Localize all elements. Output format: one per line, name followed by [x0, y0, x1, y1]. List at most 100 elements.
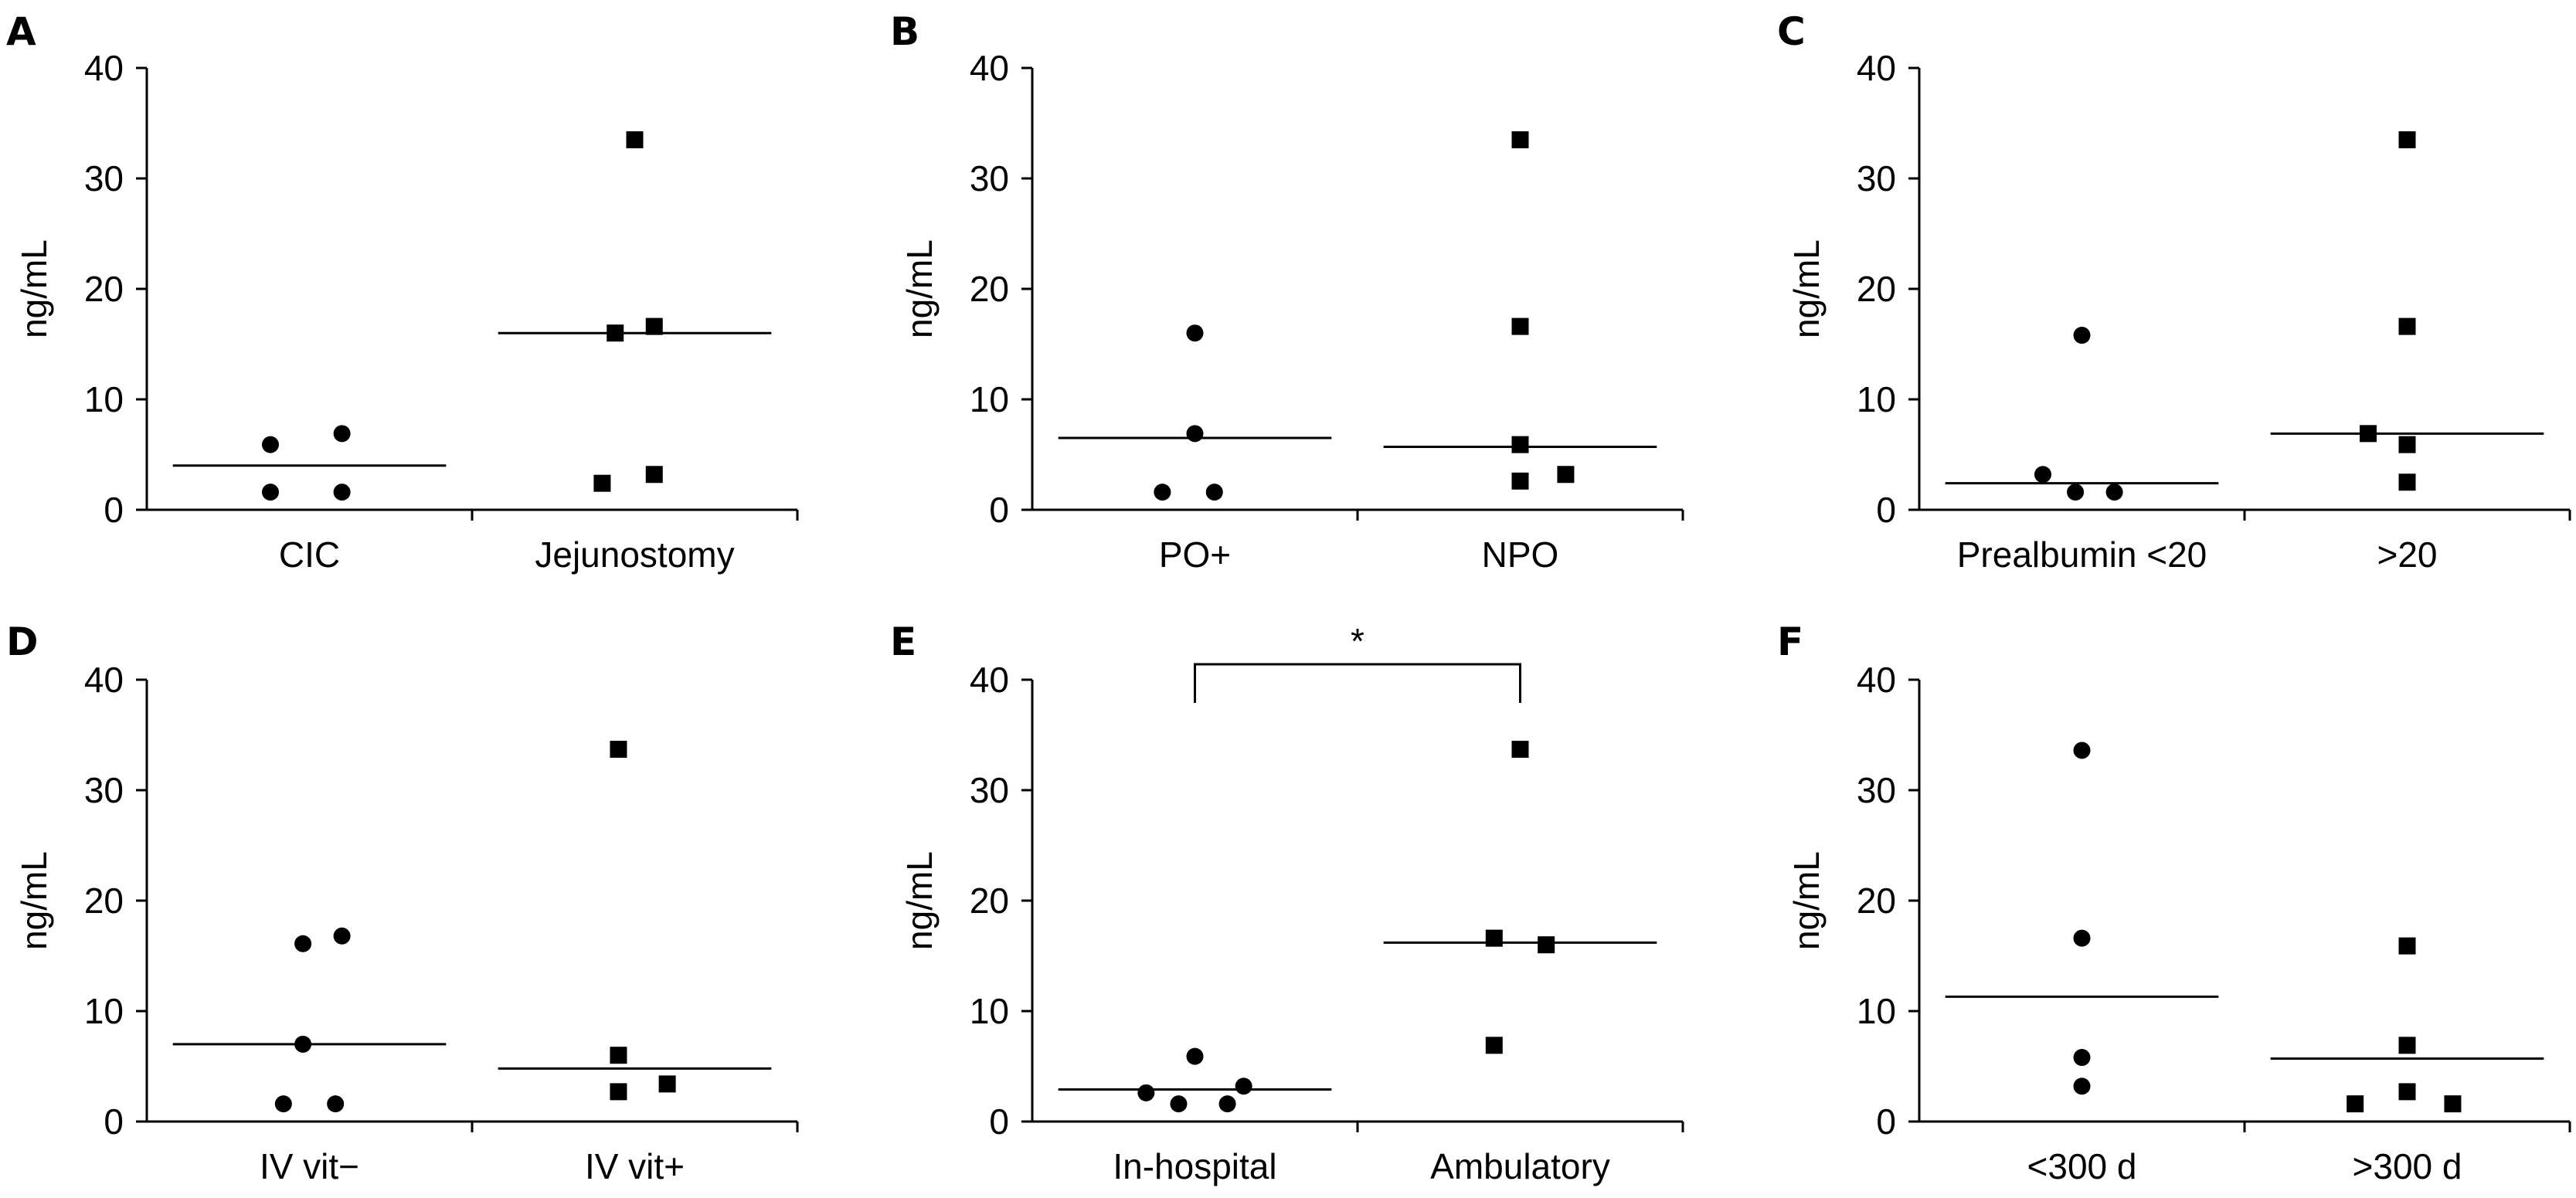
- data-point-square: [593, 474, 611, 492]
- data-point-circle: [1205, 484, 1223, 501]
- panel-d: D 0 10 20 30 40 IV vit− IV vit+ ng/mL: [6, 619, 799, 1186]
- y-tick-label: 10: [84, 991, 124, 1031]
- data-point-square: [2398, 473, 2416, 491]
- y-tick-label: 0: [989, 1101, 1009, 1142]
- data-point-circle: [2067, 484, 2085, 501]
- data-point-square: [2398, 1083, 2416, 1101]
- data-point-square: [1511, 472, 1529, 490]
- panel-a: A 0 10 20 30 40 CIC Jejunostomy ng/mL: [6, 9, 799, 575]
- y-tick-label: 30: [84, 770, 124, 810]
- series-poplus: [1058, 324, 1332, 501]
- category-label-npo: NPO: [1482, 535, 1559, 575]
- y-tick-label: 30: [1857, 770, 1896, 810]
- significance-marker: *: [1351, 621, 1364, 661]
- panel-letter: E: [890, 619, 916, 664]
- data-point-square: [1511, 317, 1529, 335]
- series-gt300-d: [2270, 937, 2544, 1113]
- y-tick-label: 10: [970, 991, 1009, 1031]
- y-tick-label: 0: [104, 1101, 124, 1142]
- category-label-cic: CIC: [279, 535, 340, 575]
- data-point-square: [1538, 936, 1555, 954]
- y-tick-label: 20: [84, 269, 124, 309]
- data-point-circle: [1235, 1078, 1252, 1095]
- category-label-lt300-d: <300 d: [2027, 1146, 2137, 1186]
- panel-letter: B: [890, 9, 919, 54]
- category-label-prealbumin-lt20: Prealbumin <20: [1957, 535, 2207, 575]
- y-tick-label: 30: [1857, 158, 1896, 199]
- series-npo: [1383, 131, 1657, 490]
- panel-letter: A: [6, 9, 36, 54]
- y-tick-label: 10: [1857, 991, 1896, 1031]
- data-point-circle: [1186, 324, 1204, 342]
- series-jejunostomy: [498, 131, 772, 492]
- category-label-gt300-d: >300 d: [2353, 1146, 2462, 1186]
- y-tick-label: 10: [970, 379, 1009, 419]
- y-tick-label: 30: [970, 770, 1009, 810]
- data-point-circle: [1170, 1095, 1188, 1113]
- data-point-circle: [333, 484, 351, 501]
- data-point-circle: [294, 1035, 312, 1053]
- data-point-circle: [2073, 1049, 2091, 1067]
- data-point-circle: [294, 935, 312, 952]
- data-point-circle: [2105, 484, 2123, 501]
- y-tick-label: 40: [84, 48, 124, 88]
- y-tick-label: 40: [84, 660, 124, 700]
- y-tick-label: 20: [1857, 881, 1896, 921]
- y-tick-label: 30: [970, 158, 1009, 199]
- data-point-circle: [1218, 1095, 1236, 1113]
- y-tick-label: 20: [84, 881, 124, 921]
- series-ambulatory: [1383, 741, 1657, 1054]
- y-axis-title: ng/mL: [14, 851, 54, 950]
- data-point-circle: [274, 1095, 292, 1113]
- data-point-square: [610, 1047, 627, 1064]
- data-point-square: [610, 1083, 627, 1101]
- y-tick-label: 40: [1857, 48, 1896, 88]
- data-point-square: [2359, 425, 2377, 443]
- y-axis-title: ng/mL: [899, 239, 940, 338]
- y-axis-title: ng/mL: [1786, 851, 1827, 950]
- y-tick-label: 30: [84, 158, 124, 199]
- data-point-circle: [333, 425, 351, 443]
- series-iv-vitminus: [172, 927, 447, 1113]
- category-label-jejunostomy: Jejunostomy: [535, 535, 734, 575]
- data-point-square: [610, 741, 627, 759]
- y-tick-label: 0: [989, 490, 1009, 530]
- category-label-in-hospital: In-hospital: [1113, 1146, 1276, 1186]
- data-point-square: [1511, 131, 1529, 148]
- data-point-square: [2398, 131, 2416, 148]
- y-tick-label: 0: [104, 490, 124, 530]
- data-point-square: [1557, 466, 1575, 484]
- data-point-square: [1485, 1037, 1503, 1054]
- y-tick-label: 20: [970, 881, 1009, 921]
- data-point-square: [645, 466, 663, 484]
- data-point-circle: [1186, 425, 1204, 443]
- data-point-circle: [2073, 742, 2091, 759]
- data-point-circle: [261, 484, 279, 501]
- data-point-square: [2398, 317, 2416, 335]
- panel-letter: F: [1777, 619, 1803, 664]
- y-tick-label: 20: [1857, 269, 1896, 309]
- y-tick-label: 20: [970, 269, 1009, 309]
- data-point-square: [658, 1075, 676, 1093]
- data-point-circle: [2073, 1078, 2091, 1095]
- data-point-circle: [2073, 929, 2091, 947]
- data-point-circle: [2034, 466, 2051, 484]
- data-point-square: [2347, 1095, 2364, 1113]
- y-tick-label: 40: [1857, 660, 1896, 700]
- y-tick-label: 10: [1857, 379, 1896, 419]
- data-point-circle: [2073, 327, 2091, 344]
- category-label-poplus: PO+: [1159, 535, 1231, 575]
- data-point-square: [607, 324, 624, 342]
- data-point-square: [1511, 741, 1529, 759]
- data-point-square: [626, 131, 644, 148]
- panel-b: B 0 10 20 30 40 PO+ NPO ng/mL: [890, 9, 1684, 575]
- category-label-ambulatory: Ambulatory: [1430, 1146, 1610, 1186]
- panel-letter: D: [6, 619, 39, 664]
- panel-e: E 0 10 20 30 40 In-hospital Ambulatory ng/mL *: [890, 619, 1684, 1186]
- y-axis-title: ng/mL: [14, 239, 54, 338]
- data-point-square: [645, 317, 663, 335]
- y-axis-title: ng/mL: [1786, 239, 1827, 338]
- y-tick-label: 0: [1876, 1101, 1896, 1142]
- data-point-square: [2398, 436, 2416, 453]
